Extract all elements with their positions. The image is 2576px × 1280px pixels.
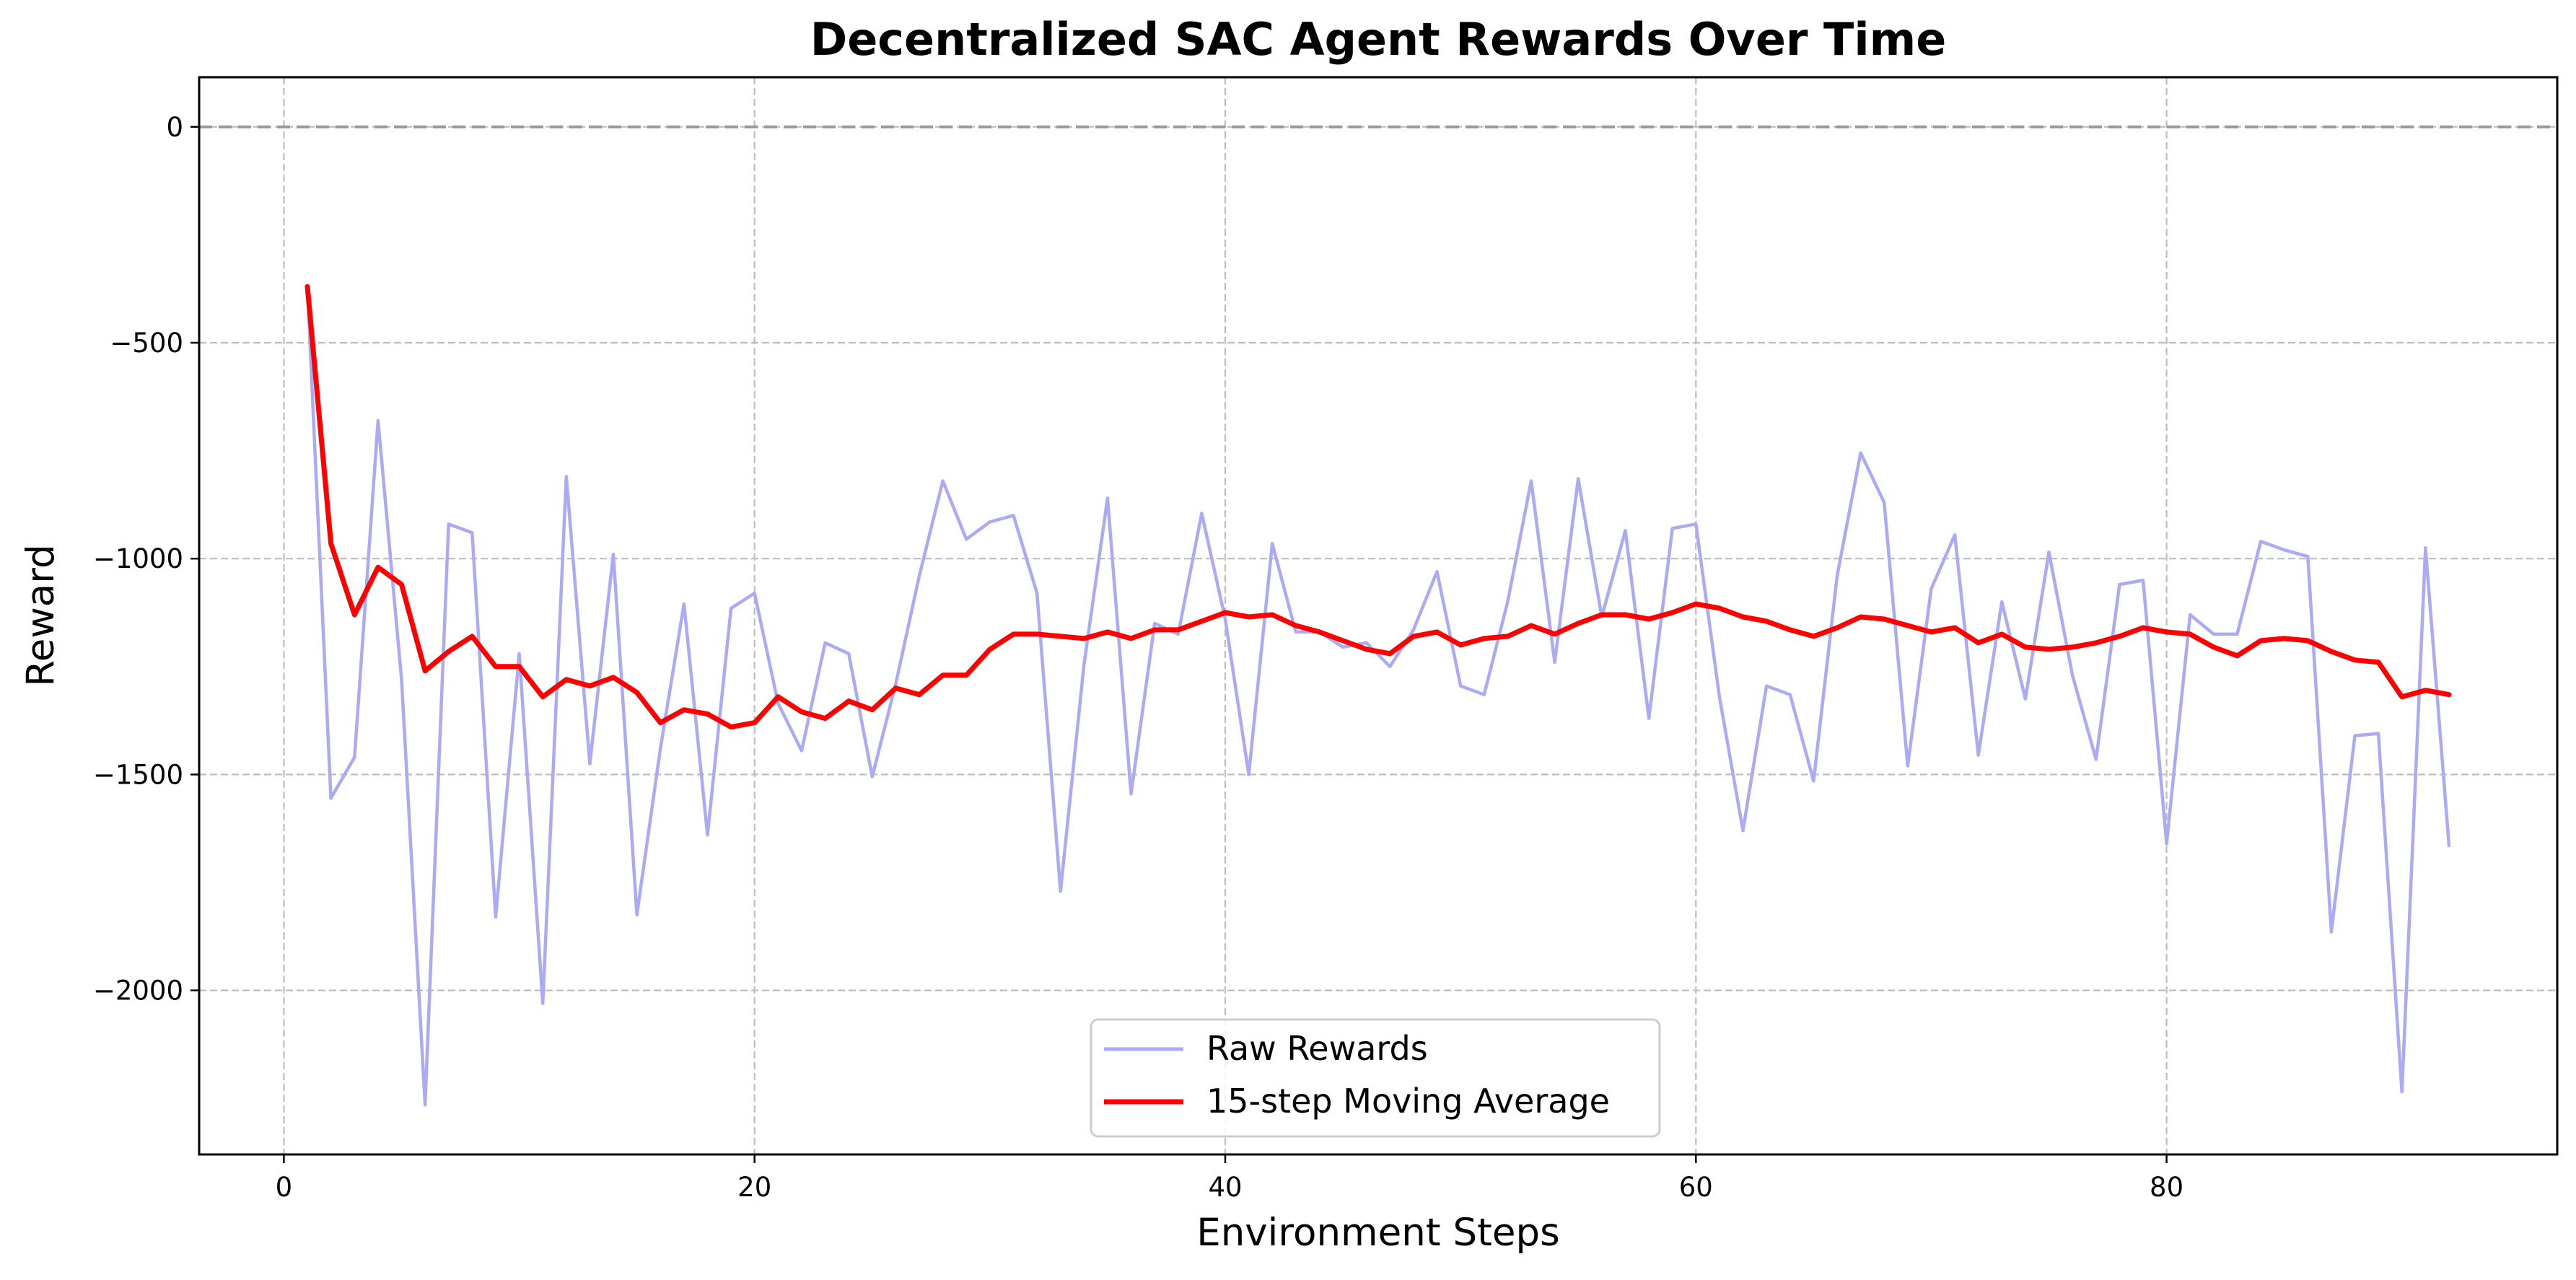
y-tick-label: −1000 [93, 543, 183, 574]
legend-label-raw-rewards: Raw Rewards [1206, 1029, 1428, 1068]
plot-frame [198, 76, 2559, 1156]
grid-lines [199, 77, 2557, 1154]
y-tick-label: 0 [166, 112, 183, 143]
x-axis-label: Environment Steps [1196, 1211, 1560, 1255]
plot-area [199, 77, 2557, 1154]
x-tick-label: 0 [276, 1172, 293, 1203]
x-tick-label: 60 [1679, 1172, 1713, 1203]
series-lines [305, 284, 2452, 1107]
y-tick-label: −2000 [93, 976, 183, 1007]
legend-box [1090, 1018, 1661, 1138]
x-axis-ticks: 0 20 40 60 80 [276, 1154, 2183, 1203]
raw-rewards-line [305, 284, 2451, 1107]
x-tick-label: 80 [2150, 1172, 2183, 1203]
legend: Raw Rewards 15-step Moving Average [1090, 1018, 1661, 1138]
legend-label-moving-average: 15-step Moving Average [1206, 1082, 1610, 1121]
chart-title: Decentralized SAC Agent Rewards Over Tim… [810, 13, 1947, 66]
y-tick-label: −500 [110, 328, 183, 359]
y-axis-label: Reward [19, 544, 63, 686]
moving-average-line [305, 284, 2452, 730]
x-tick-label: 20 [737, 1172, 771, 1203]
x-tick-label: 40 [1208, 1172, 1242, 1203]
y-tick-label: −1500 [93, 759, 183, 790]
y-axis-ticks: 0 −500 −1000 −1500 −2000 [93, 112, 199, 1007]
